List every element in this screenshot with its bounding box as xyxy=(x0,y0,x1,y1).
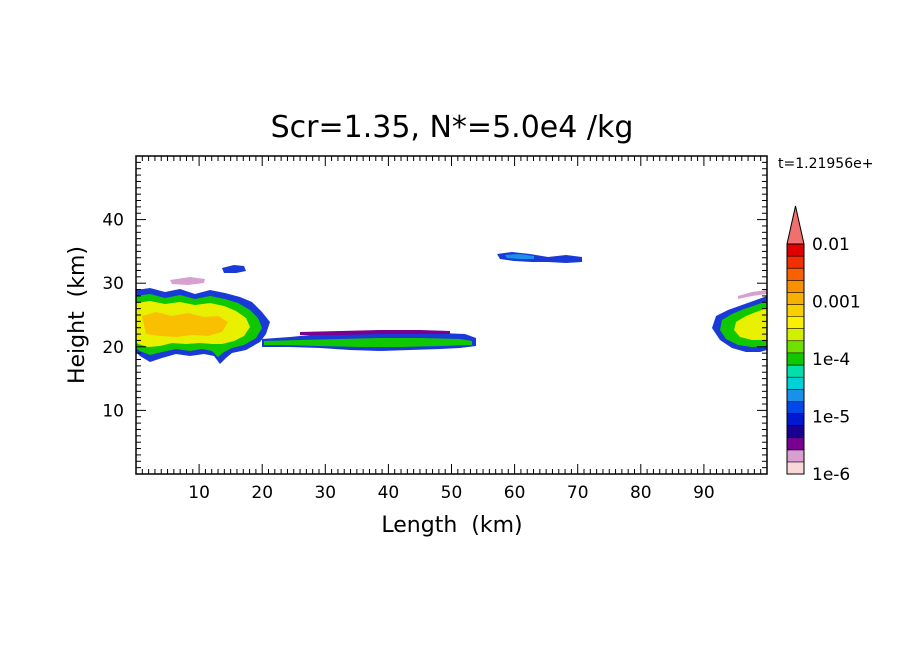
x-ticks: 10 20 30 40 50 60 70 80 90 xyxy=(141,156,762,503)
colorbar-swatch xyxy=(787,365,804,378)
colorbar-tick-label: 1e-4 xyxy=(812,350,850,370)
x-tick-label: 30 xyxy=(314,483,336,503)
colorbar-swatch xyxy=(787,425,804,439)
y-tick-label: 20 xyxy=(102,338,124,358)
y-tick-label: 30 xyxy=(102,274,124,294)
colorbar-swatch xyxy=(787,401,804,414)
chart-title: Scr=1.35, N*=5.0e4 /kg xyxy=(271,110,634,145)
y-ticks: 10 20 30 40 xyxy=(102,161,767,469)
colorbar-swatch xyxy=(787,413,804,427)
colorbar-swatch xyxy=(787,328,804,342)
colorbar-swatch xyxy=(787,449,804,463)
region-main-cloud-orange xyxy=(142,312,228,337)
colorbar-frame xyxy=(786,243,805,475)
colorbar-extend-arrow xyxy=(786,205,805,245)
colorbar xyxy=(786,205,805,475)
colorbar-tick-label: 0.01 xyxy=(812,235,850,255)
time-label: t=1.21956e+ xyxy=(778,156,873,172)
region-outflow-upper-edge xyxy=(300,330,450,335)
colorbar-swatch xyxy=(787,304,804,318)
colorbar-swatch xyxy=(787,461,804,475)
colorbar-tick-label: 1e-5 xyxy=(812,408,850,428)
colorbar-swatch xyxy=(787,437,804,451)
colorbar-swatch xyxy=(787,268,804,281)
colorbar-swatch xyxy=(787,389,804,402)
region-right-cloud-fringe xyxy=(738,290,767,299)
colorbar-swatch xyxy=(787,316,804,330)
colorbar-labels: 1e-6 1e-5 1e-4 0.001 0.01 xyxy=(812,235,861,485)
x-tick-label: 50 xyxy=(441,483,463,503)
y-axis-label: Height (km) xyxy=(65,246,90,384)
x-tick-label: 70 xyxy=(567,483,589,503)
y-tick-label: 10 xyxy=(102,401,124,421)
colorbar-swatch xyxy=(787,340,804,354)
region-detached-patch-fringe xyxy=(170,277,205,285)
colorbar-tick-label: 0.001 xyxy=(812,293,861,313)
region-outflow-green xyxy=(264,338,472,347)
region-upper-layer-core xyxy=(505,254,534,259)
region-detached-patch xyxy=(222,265,246,273)
colorbar-swatch xyxy=(787,377,804,390)
colorbar-swatch xyxy=(787,256,804,269)
x-tick-label: 10 xyxy=(188,483,210,503)
colorbar-swatch xyxy=(787,292,804,306)
y-tick-label: 40 xyxy=(102,211,124,231)
x-tick-label: 80 xyxy=(630,483,652,503)
colorbar-swatch xyxy=(787,352,804,366)
x-tick-label: 40 xyxy=(378,483,400,503)
colorbar-tick-label: 1e-6 xyxy=(812,465,850,485)
region-right-cloud-yellow xyxy=(734,308,767,340)
x-axis-label: Length (km) xyxy=(381,513,522,538)
colorbar-swatch xyxy=(787,280,804,293)
x-tick-label: 20 xyxy=(251,483,273,503)
x-tick-label: 90 xyxy=(693,483,715,503)
x-tick-label: 60 xyxy=(504,483,526,503)
colorbar-swatch xyxy=(787,244,804,257)
data-field xyxy=(136,252,767,364)
